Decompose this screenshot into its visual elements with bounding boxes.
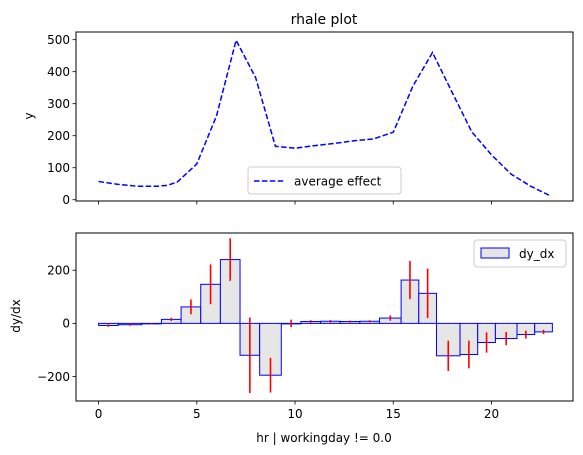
bottom-x-tick-label: 10	[287, 407, 302, 421]
top-y-axis-label: y	[22, 112, 36, 119]
top-panel: rhale plot 0 100 200 300 400 500 y average ef…	[22, 12, 574, 207]
bottom-x-tick-label: 5	[193, 407, 201, 421]
top-y-tick-label: 500	[47, 33, 70, 47]
bottom-y-tick-label: 200	[47, 264, 70, 278]
top-y-tick-label: 200	[47, 129, 70, 143]
bottom-plot-frame	[75, 232, 574, 402]
bottom-legend-box	[473, 239, 567, 268]
bottom-y-axis-label: dy/dx	[9, 299, 23, 332]
top-y-tick-label: 300	[47, 97, 70, 111]
series-line-average-effect	[98, 38, 551, 197]
bottom-legend-swatch	[480, 247, 510, 259]
bottom-legend: dy_dx	[473, 239, 567, 268]
bottom-y-tick-label: −200	[37, 370, 70, 384]
bottom-panel: −200 0 200 0 5 10 15 20 dy/dx hr | workingday !…	[9, 232, 574, 445]
bottom-legend-label: dy_dx	[519, 247, 554, 261]
top-y-tick-label: 400	[47, 65, 70, 79]
bottom-x-tick-label: 15	[386, 407, 401, 421]
bottom-y-tick-label: 0	[62, 317, 70, 331]
top-plot-frame	[75, 31, 574, 202]
top-legend-box	[247, 166, 402, 195]
top-y-tick-label: 0	[62, 193, 70, 207]
bottom-x-tick-label: 0	[95, 407, 103, 421]
bottom-x-tick-label: 20	[484, 407, 499, 421]
top-y-tick-label: 100	[47, 161, 70, 175]
x-axis-label: hr | workingday != 0.0	[256, 431, 391, 445]
top-legend-label: average effect	[294, 175, 382, 189]
top-legend: average effect	[247, 166, 402, 195]
chart-title: rhale plot	[291, 12, 358, 28]
